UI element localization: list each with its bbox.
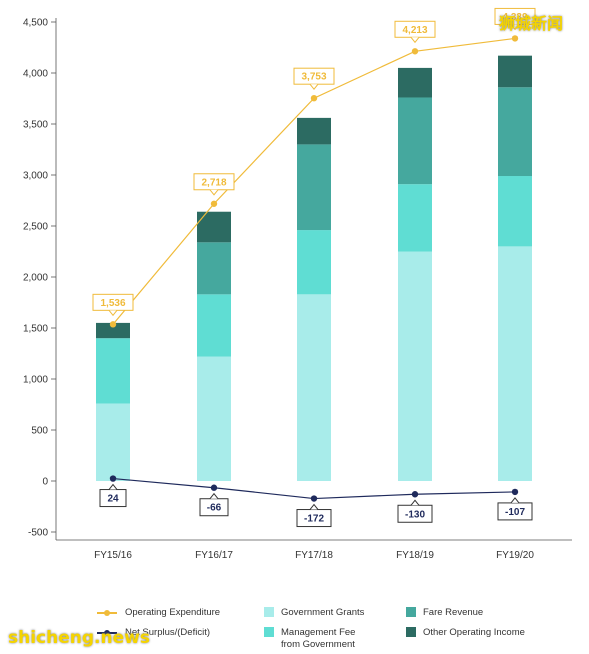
line-point [210, 484, 218, 491]
legend-item-fare-revenue: Fare Revenue [406, 606, 556, 620]
line-point [310, 495, 318, 502]
legend-label: Government Grants [281, 607, 365, 618]
watermark-top: 狮城新闻 [499, 14, 564, 33]
legend-dot-swatch [104, 629, 110, 636]
bar-management-fee-from-government [197, 294, 231, 357]
legend-label: Fare Revenue [423, 607, 484, 618]
y-tick-label: 4,500 [23, 18, 48, 29]
bar-other-operating-income [96, 322, 130, 339]
y-tick-label: -500 [28, 528, 48, 539]
y-tick-label: 3,500 [23, 120, 48, 131]
legend-item-government-grants: Government Grants [264, 606, 394, 620]
data-label: 2,718 [201, 177, 226, 188]
data-label: 1,536 [100, 298, 125, 309]
watermark-bottom: shicheng.news [8, 628, 150, 648]
data-label-pointer [209, 492, 219, 500]
bar-fare-revenue [498, 87, 532, 177]
bar-management-fee-from-government [96, 338, 130, 404]
data-label: -172 [304, 514, 324, 525]
y-tick-label: 0 [42, 477, 48, 488]
line-point [310, 94, 318, 102]
data-label: 24 [107, 494, 119, 505]
legend-item-net-surplus: Net Surplus/(Deficit) [97, 626, 257, 640]
bar-government-grants [498, 246, 532, 481]
y-tick-label: 1,000 [23, 375, 48, 386]
x-axis: FY15/16 FY16/17 FY17/18 FY18/19 FY19/20 [56, 539, 572, 561]
x-tick-label: FY17/18 [295, 550, 333, 561]
legend-swatch [406, 627, 416, 637]
legend-item-management-fee: Management Fee from Government [264, 626, 394, 654]
bar-government-grants [197, 356, 231, 481]
legend-swatch [406, 607, 416, 617]
y-tick-label: 1,500 [23, 324, 48, 335]
bar-other-operating-income [297, 117, 331, 145]
legend-label: Other Operating Income [423, 627, 525, 638]
bar-fare-revenue [297, 144, 331, 231]
data-label-pointer [209, 189, 219, 196]
line-point [109, 475, 117, 482]
data-label: -130 [405, 509, 425, 520]
data-label-pointer [410, 36, 420, 44]
data-label: 4,213 [402, 25, 427, 36]
line-point [511, 35, 519, 42]
data-label-pointer [309, 503, 319, 510]
y-tick-label: 2,000 [23, 273, 48, 284]
legend-label: Net Surplus/(Deficit) [125, 627, 210, 638]
bar-government-grants [297, 294, 331, 481]
x-tick-label: FY18/19 [396, 550, 434, 561]
y-axis: -500 0 500 1,000 1,500 2,000 2,500 3,000 3,500 4,… [23, 18, 57, 540]
bar-series [96, 55, 532, 481]
legend-label: Operating Expenditure [125, 607, 221, 618]
bar-government-grants [398, 251, 432, 481]
data-label-pointer [510, 497, 520, 504]
data-label: -66 [207, 503, 222, 514]
line-point [511, 488, 519, 496]
y-tick-label: 2,500 [23, 222, 48, 233]
bar-other-operating-income [398, 67, 432, 98]
bar-management-fee-from-government [297, 230, 331, 295]
bar-government-grants [96, 403, 130, 481]
legend-item-other-operating-income: Other Operating Income [406, 626, 566, 640]
data-label-pointer [410, 499, 420, 506]
chart-svg: -500 0 500 1,000 1,500 2,000 2,500 3,000 3,500 4,… [23, 7, 572, 561]
line-point [210, 200, 218, 207]
legend-item-operating-expenditure: Operating Expenditure [97, 606, 257, 620]
data-label-pointer [309, 83, 319, 90]
bar-other-operating-income [498, 55, 532, 88]
bar-management-fee-from-government [398, 184, 432, 252]
data-labels: 1,536 2,718 3,753 4,213 4,339 24 -66 -172 -130 -1… [92, 7, 536, 528]
y-tick-label: 500 [31, 426, 48, 437]
line-point [411, 491, 419, 498]
data-label: -107 [505, 507, 525, 518]
line-point [411, 48, 419, 55]
line-point [109, 321, 117, 328]
legend: Operating Expenditure Net Surplus/(Defic… [0, 600, 589, 654]
data-label: 3,753 [301, 72, 326, 83]
bar-fare-revenue [398, 97, 432, 185]
data-label: 4,339 [502, 12, 527, 23]
legend-swatch [264, 607, 274, 617]
data-label-pointer [108, 483, 118, 490]
data-label-pointer [510, 24, 520, 31]
legend-label-line1: Management Fee [281, 627, 356, 638]
x-tick-label: FY15/16 [94, 550, 132, 561]
bar-other-operating-income [197, 211, 231, 243]
bar-fare-revenue [197, 242, 231, 295]
y-tick-label: 3,000 [23, 171, 48, 182]
line-series [109, 35, 519, 502]
legend-label-line2: from Government [281, 639, 355, 650]
bar-management-fee-from-government [498, 176, 532, 247]
y-tick-label: 4,000 [23, 69, 48, 80]
legend-dot-swatch [104, 609, 110, 616]
x-tick-label: FY16/17 [195, 550, 233, 561]
data-label-pointer [108, 310, 118, 317]
legend-swatch [264, 627, 274, 637]
x-tick-label: FY19/20 [496, 550, 534, 561]
